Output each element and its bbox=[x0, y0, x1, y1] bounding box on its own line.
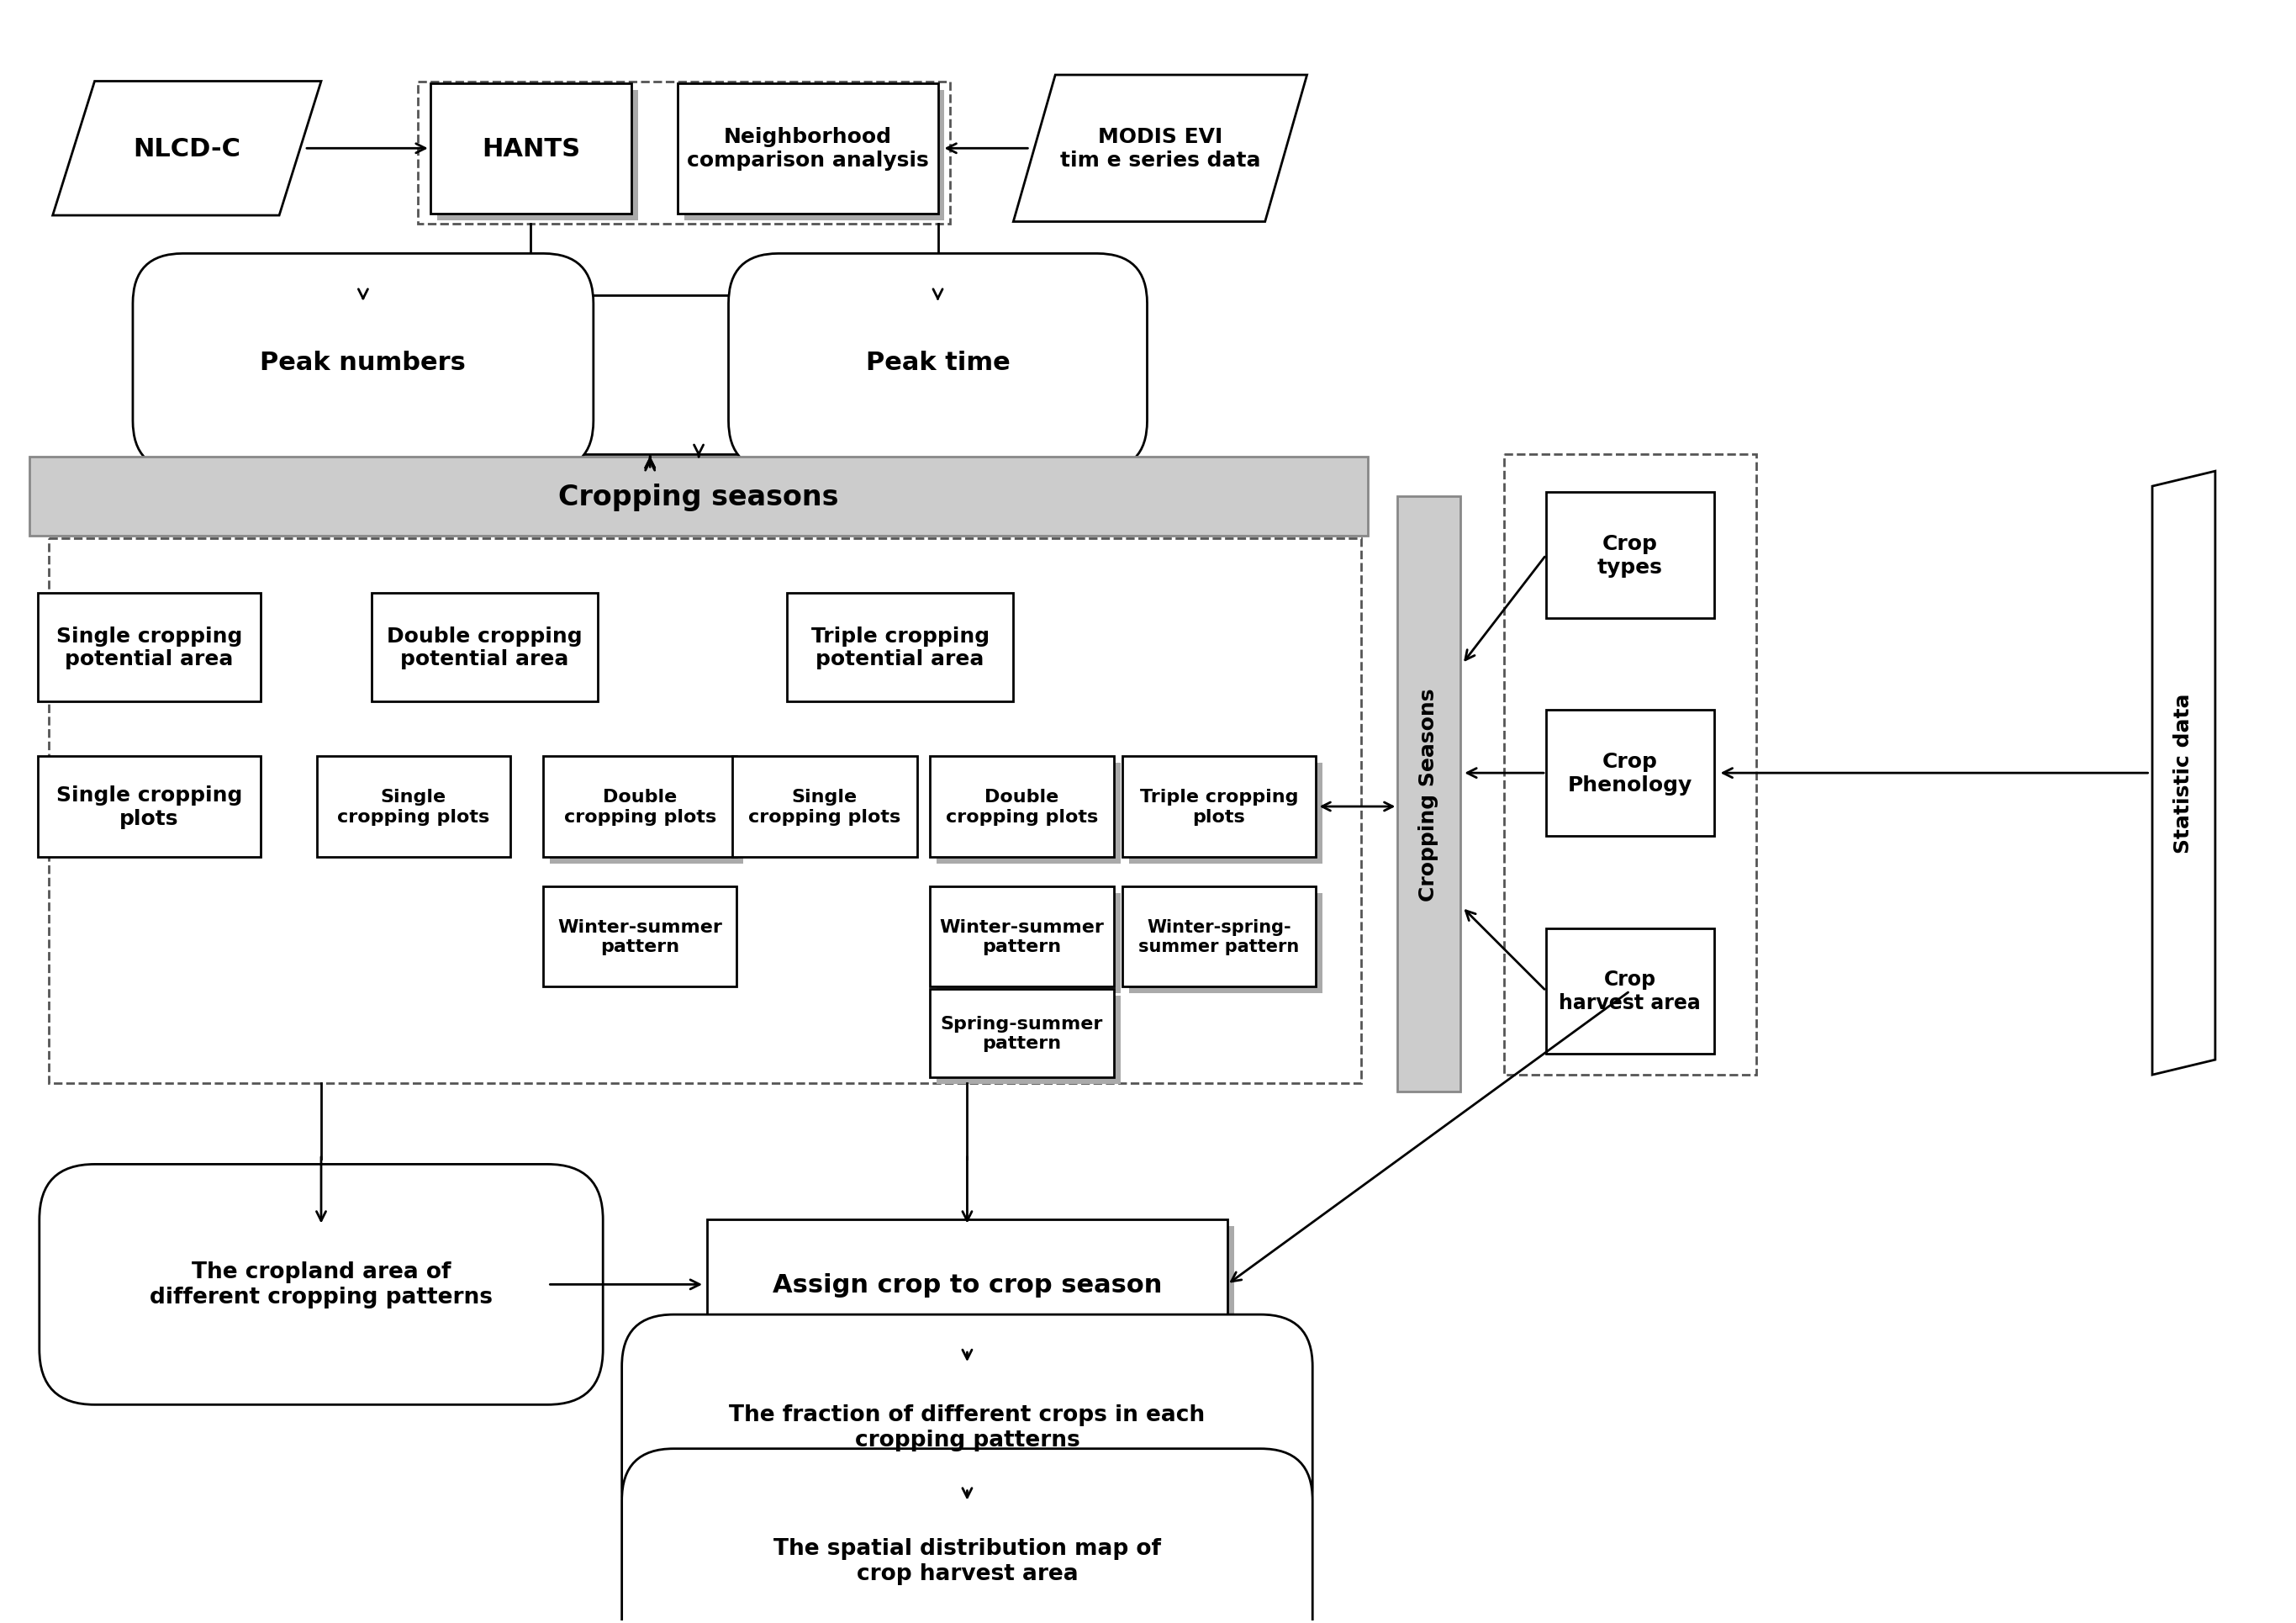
Bar bbox=[544, 756, 737, 857]
Text: Triple cropping
potential area: Triple cropping potential area bbox=[810, 626, 990, 669]
Text: The cropland area of
different cropping patterns: The cropland area of different cropping … bbox=[149, 1261, 494, 1308]
Text: MODIS EVI
tim e series data: MODIS EVI tim e series data bbox=[1061, 127, 1261, 170]
Bar bbox=[30, 458, 1368, 537]
Bar bbox=[436, 91, 638, 221]
Bar bbox=[707, 1219, 1228, 1350]
Text: Peak numbers: Peak numbers bbox=[259, 351, 466, 375]
Bar bbox=[39, 592, 259, 703]
Bar bbox=[714, 1227, 1233, 1357]
Text: Double cropping
potential area: Double cropping potential area bbox=[388, 626, 583, 669]
Bar bbox=[677, 84, 937, 214]
Text: Triple cropping
plots: Triple cropping plots bbox=[1139, 789, 1297, 824]
Bar bbox=[1123, 886, 1316, 987]
Bar bbox=[1130, 893, 1322, 993]
Text: Peak time: Peak time bbox=[866, 351, 1010, 375]
Polygon shape bbox=[53, 81, 321, 216]
Bar bbox=[937, 893, 1120, 993]
Text: Single cropping
plots: Single cropping plots bbox=[55, 786, 241, 829]
Text: Crop
types: Crop types bbox=[1598, 534, 1662, 578]
Bar bbox=[937, 763, 1120, 863]
Text: Winter-summer
pattern: Winter-summer pattern bbox=[939, 919, 1104, 954]
Text: Winter-spring-
summer pattern: Winter-spring- summer pattern bbox=[1139, 919, 1300, 954]
Bar bbox=[1545, 928, 1713, 1053]
Text: Cropping Seasons: Cropping Seasons bbox=[1419, 688, 1440, 901]
Bar bbox=[372, 592, 597, 703]
Text: Spring-summer
pattern: Spring-summer pattern bbox=[941, 1014, 1102, 1052]
Text: NLCD-C: NLCD-C bbox=[133, 136, 241, 161]
FancyBboxPatch shape bbox=[39, 1164, 604, 1406]
Text: Winter-summer
pattern: Winter-summer pattern bbox=[558, 919, 723, 954]
Text: Cropping seasons: Cropping seasons bbox=[558, 484, 838, 511]
Bar bbox=[418, 81, 951, 224]
Bar bbox=[551, 763, 744, 863]
Polygon shape bbox=[1013, 76, 1306, 222]
Text: Crop
Phenology: Crop Phenology bbox=[1568, 751, 1692, 795]
Text: Single
cropping plots: Single cropping plots bbox=[338, 789, 489, 824]
Text: HANTS: HANTS bbox=[482, 136, 581, 161]
Text: Single cropping
potential area: Single cropping potential area bbox=[55, 626, 241, 669]
Bar bbox=[788, 592, 1013, 703]
Bar bbox=[48, 539, 1362, 1084]
Text: Double
cropping plots: Double cropping plots bbox=[946, 789, 1097, 824]
Text: Statistic data: Statistic data bbox=[2174, 693, 2195, 854]
Text: Double
cropping plots: Double cropping plots bbox=[565, 789, 716, 824]
Text: The spatial distribution map of
crop harvest area: The spatial distribution map of crop har… bbox=[774, 1537, 1162, 1584]
Bar bbox=[930, 886, 1114, 987]
Bar bbox=[930, 756, 1114, 857]
FancyBboxPatch shape bbox=[133, 255, 592, 471]
Bar bbox=[1398, 497, 1460, 1092]
Bar bbox=[429, 84, 631, 214]
Polygon shape bbox=[2151, 472, 2216, 1074]
Text: The fraction of different crops in each
cropping patterns: The fraction of different crops in each … bbox=[730, 1404, 1205, 1451]
Text: Neighborhood
comparison analysis: Neighborhood comparison analysis bbox=[687, 127, 930, 170]
Bar bbox=[930, 988, 1114, 1078]
Bar bbox=[684, 91, 944, 221]
Bar bbox=[544, 886, 737, 987]
FancyBboxPatch shape bbox=[622, 1449, 1313, 1623]
Bar bbox=[937, 997, 1120, 1084]
Bar bbox=[1504, 454, 1756, 1074]
Bar bbox=[39, 756, 259, 857]
FancyBboxPatch shape bbox=[728, 255, 1148, 471]
Bar bbox=[732, 756, 916, 857]
Text: Crop
harvest area: Crop harvest area bbox=[1559, 969, 1701, 1013]
Bar bbox=[1545, 711, 1713, 836]
Bar bbox=[1130, 763, 1322, 863]
Bar bbox=[317, 756, 510, 857]
Bar bbox=[1545, 493, 1713, 618]
FancyBboxPatch shape bbox=[622, 1315, 1313, 1540]
Text: Assign crop to crop season: Assign crop to crop season bbox=[771, 1272, 1162, 1297]
Text: Single
cropping plots: Single cropping plots bbox=[748, 789, 900, 824]
Bar bbox=[1123, 756, 1316, 857]
